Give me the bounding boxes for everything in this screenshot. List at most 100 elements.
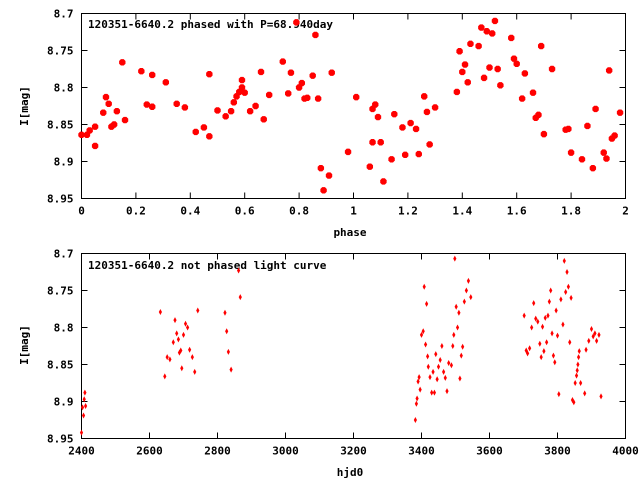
unphased-data-point	[453, 255, 457, 262]
unphased-data-point	[430, 389, 434, 396]
phased-data-point	[578, 156, 586, 163]
phased-data-point	[192, 128, 199, 136]
unphased-x-tick-label: 3200	[340, 445, 367, 458]
phased-data-point	[257, 68, 265, 76]
unphased-data-point	[193, 368, 197, 375]
phased-chart-title: 120351-6640.2 phased with P=68.940day	[88, 18, 333, 31]
phased-data-point	[279, 58, 286, 65]
unphased-y-tick-label: 8.95	[47, 433, 74, 446]
unphased-data-point	[559, 296, 563, 303]
phased-data-point	[391, 110, 398, 118]
unphased-data-point	[165, 354, 169, 361]
unphased-data-point	[549, 287, 553, 294]
unphased-data-point	[421, 328, 425, 335]
phased-data-point	[344, 148, 352, 156]
phased-data-point	[285, 90, 292, 97]
phased-data-point	[521, 70, 529, 77]
unphased-data-point	[551, 352, 556, 359]
unphased-data-point	[454, 303, 458, 310]
unphased-data-point	[426, 363, 430, 370]
unphased-data-point	[163, 373, 167, 380]
unphased-data-point	[223, 309, 227, 316]
unphased-data-point	[584, 346, 588, 353]
unphased-x-tick-label: 2600	[136, 445, 163, 458]
phased-data-point	[497, 82, 504, 89]
unphased-data-point	[426, 353, 430, 360]
unphased-data-point	[536, 318, 540, 325]
phased-data-point	[100, 109, 107, 116]
unphased-data-point	[579, 380, 583, 386]
unphased-data-point	[190, 354, 194, 361]
unphased-data-point	[238, 294, 242, 301]
unphased-data-point	[555, 332, 560, 339]
phased-x-tick-label: 0.4	[180, 205, 200, 218]
phased-data-point	[317, 164, 325, 172]
unphased-data-point	[459, 352, 463, 359]
unphased-data-point	[417, 374, 421, 381]
phased-data-point	[489, 30, 496, 37]
unphased-data-point	[574, 372, 579, 379]
unphased-data-point	[573, 380, 577, 386]
phased-x-tick-label: 2	[622, 205, 629, 218]
phased-data-point	[431, 104, 439, 111]
phased-data-point	[486, 64, 493, 71]
phased-data-point	[260, 116, 267, 123]
unphased-y-axis-label: I[mag]	[18, 325, 31, 365]
phased-data-point	[565, 125, 572, 133]
unphased-data-point	[83, 389, 87, 396]
phased-x-tick-label: 1.8	[561, 205, 581, 218]
phased-data-point	[309, 72, 316, 79]
unphased-data-point	[469, 294, 473, 301]
unphased-data-point	[419, 331, 424, 338]
unphased-data-point	[180, 365, 184, 372]
phased-data-point	[121, 116, 129, 124]
phased-data-point	[173, 100, 180, 107]
phased-data-point	[412, 125, 420, 133]
phased-data-point	[380, 178, 387, 185]
phased-data-point	[298, 79, 306, 87]
phased-data-point	[214, 107, 221, 114]
unphased-data-point	[572, 399, 576, 406]
unphased-data-point	[425, 300, 429, 307]
unphased-data-point	[442, 368, 446, 375]
unphased-data-point	[576, 354, 581, 361]
phased-data-point	[535, 111, 542, 119]
unphased-data-point	[575, 367, 579, 374]
unphased-data-point	[226, 348, 230, 355]
unphased-data-point	[179, 347, 183, 354]
unphased-data-point	[545, 339, 549, 346]
phased-y-tick-label: 8.8	[54, 82, 74, 95]
unphased-data-point	[229, 366, 233, 373]
unphased-data-point	[81, 412, 86, 419]
phased-data-points	[78, 17, 624, 194]
unphased-data-point	[83, 402, 88, 409]
phased-data-point	[181, 104, 189, 111]
phased-data-point	[399, 124, 406, 131]
unphased-chart-title: 120351-6640.2 not phased light curve	[88, 259, 327, 272]
unphased-data-point	[597, 331, 601, 338]
unphased-data-point	[452, 331, 456, 338]
unphased-data-point	[591, 333, 595, 340]
phased-data-point	[540, 130, 548, 138]
phased-data-point	[113, 107, 121, 115]
phased-x-tick-label: 0.2	[126, 205, 146, 218]
phased-data-point	[369, 139, 376, 146]
unphased-data-point	[546, 312, 550, 319]
phased-data-point	[325, 172, 333, 179]
unphased-data-point	[583, 390, 587, 397]
phased-data-point	[110, 121, 118, 128]
phased-data-point	[119, 59, 126, 66]
unphased-data-point	[595, 337, 599, 344]
unphased-x-tick-label: 2400	[68, 445, 95, 458]
unphased-x-tick-label: 3000	[272, 445, 299, 458]
unphased-y-tick-label: 8.75	[47, 285, 74, 298]
unphased-data-point	[466, 277, 471, 284]
unphased-data-point	[568, 339, 572, 346]
unphased-data-point	[422, 283, 426, 290]
phased-data-point	[312, 31, 319, 39]
unphased-data-point	[464, 287, 468, 294]
unphased-data-point	[423, 341, 428, 348]
phased-data-point	[246, 107, 254, 115]
unphased-data-point	[176, 336, 180, 343]
